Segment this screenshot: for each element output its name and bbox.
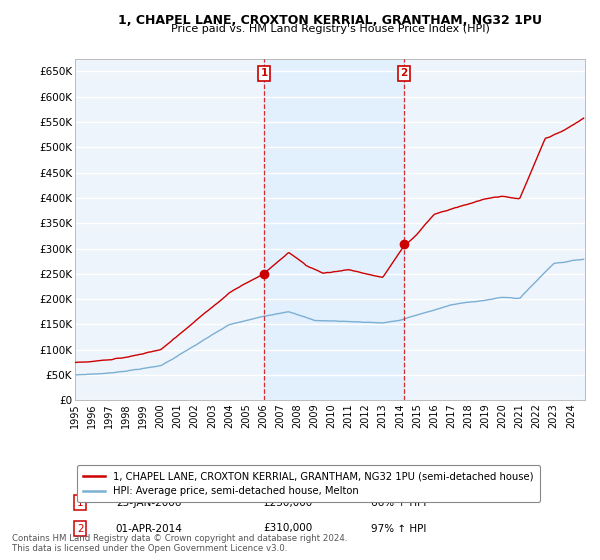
- Text: 1: 1: [77, 498, 83, 508]
- Text: 1: 1: [260, 68, 268, 78]
- Text: 97% ↑ HPI: 97% ↑ HPI: [371, 524, 426, 534]
- Text: £250,000: £250,000: [264, 498, 313, 508]
- Text: £310,000: £310,000: [264, 524, 313, 534]
- Text: 1, CHAPEL LANE, CROXTON KERRIAL, GRANTHAM, NG32 1PU: 1, CHAPEL LANE, CROXTON KERRIAL, GRANTHA…: [118, 14, 542, 27]
- Text: Contains HM Land Registry data © Crown copyright and database right 2024.
This d: Contains HM Land Registry data © Crown c…: [12, 534, 347, 553]
- Text: 66% ↑ HPI: 66% ↑ HPI: [371, 498, 426, 508]
- Text: 01-APR-2014: 01-APR-2014: [116, 524, 182, 534]
- Text: 25-JAN-2006: 25-JAN-2006: [116, 498, 181, 508]
- Legend: 1, CHAPEL LANE, CROXTON KERRIAL, GRANTHAM, NG32 1PU (semi-detached house), HPI: : 1, CHAPEL LANE, CROXTON KERRIAL, GRANTHA…: [77, 465, 540, 502]
- Text: 2: 2: [400, 68, 408, 78]
- Text: 2: 2: [77, 524, 83, 534]
- Text: Price paid vs. HM Land Registry's House Price Index (HPI): Price paid vs. HM Land Registry's House …: [170, 24, 490, 34]
- Bar: [264, 59, 404, 400]
